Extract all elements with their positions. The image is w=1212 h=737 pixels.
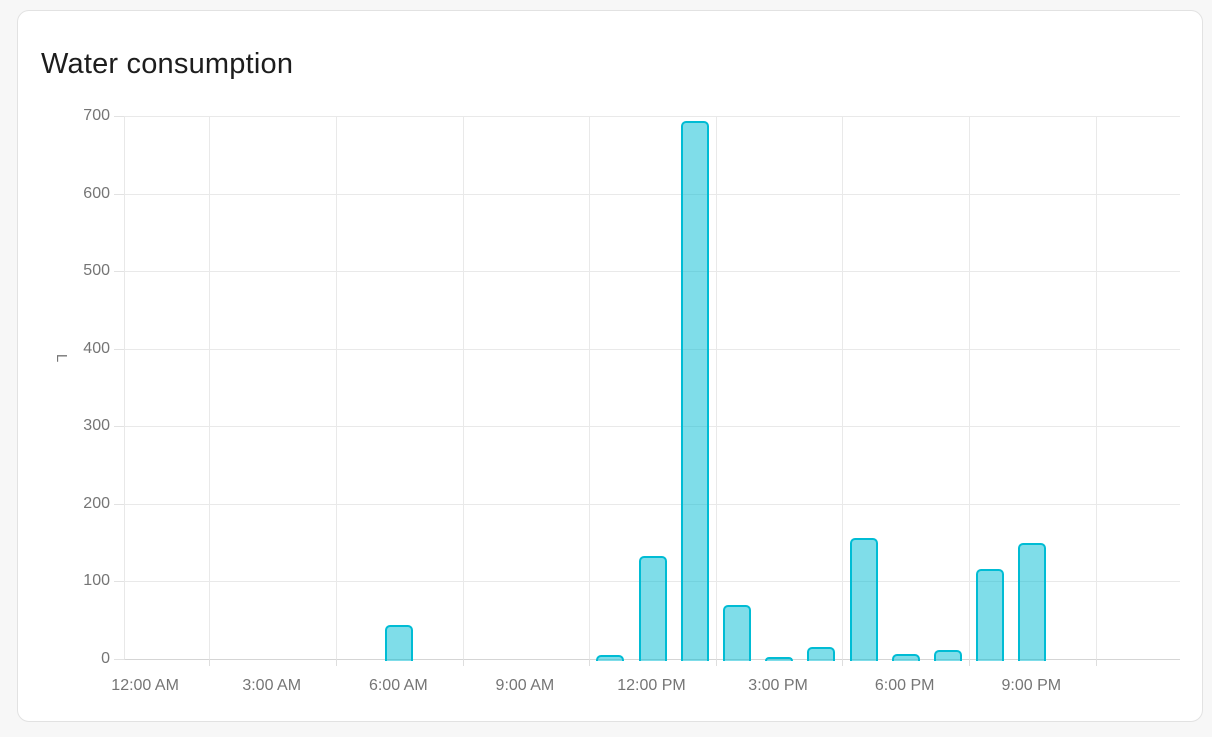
y-axis-tick	[114, 581, 124, 583]
y-tick-label: 400	[83, 339, 110, 357]
x-axis-tick	[589, 659, 591, 666]
y-tick-label: 700	[83, 107, 110, 124]
x-tick-label: 6:00 AM	[368, 677, 428, 694]
y-tick-label: 100	[83, 572, 110, 590]
x-axis-tick	[209, 659, 211, 666]
bar-4-pm[interactable]	[807, 647, 836, 661]
horizontal-gridline	[125, 348, 1180, 350]
y-axis-labels: 0 100 200 300 400 500 600 700	[18, 107, 110, 667]
water-consumption-card: Water consumption L 0 100 200 300 400 500 600 7…	[17, 10, 1203, 722]
horizontal-gridline	[125, 503, 1180, 505]
bar-11-am[interactable]	[596, 655, 625, 661]
x-tick-label: 9:00 AM	[495, 677, 555, 694]
vertical-gridline	[462, 116, 464, 659]
x-axis-tick	[462, 659, 464, 666]
y-axis-tick	[114, 426, 124, 428]
y-axis-tick	[114, 503, 124, 505]
vertical-gridline	[715, 116, 717, 659]
bar-5-pm[interactable]	[849, 538, 878, 661]
vertical-gridline	[1095, 116, 1097, 659]
bar-2-pm[interactable]	[722, 604, 751, 661]
horizontal-gridline	[125, 426, 1180, 428]
y-tick-label: 600	[83, 184, 110, 202]
plot-area	[114, 116, 1180, 666]
horizontal-gridline	[125, 193, 1180, 195]
bar-7-pm[interactable]	[933, 650, 962, 661]
x-tick-label: 6:00 PM	[874, 677, 935, 694]
bar-3-pm[interactable]	[765, 657, 794, 661]
horizontal-gridline	[125, 116, 1180, 117]
bar-12-pm[interactable]	[638, 555, 667, 661]
x-axis-tick	[715, 659, 717, 666]
x-axis-tick	[969, 659, 970, 666]
x-axis-tick	[336, 659, 337, 666]
x-axis-tick	[842, 659, 844, 666]
y-tick-label: 200	[83, 494, 110, 512]
x-tick-label: 12:00 AM	[111, 677, 179, 694]
vertical-gridline	[969, 116, 970, 659]
x-tick-label: 3:00 PM	[748, 677, 808, 694]
y-axis-tick	[114, 116, 124, 117]
x-tick-label: 3:00 AM	[242, 677, 302, 694]
y-tick-label: 0	[101, 650, 110, 667]
bar-9-pm[interactable]	[1018, 543, 1047, 661]
x-axis-tick	[1095, 659, 1097, 666]
y-tick-label: 300	[83, 417, 110, 435]
y-axis-tick	[114, 271, 124, 273]
bar-1-pm[interactable]	[680, 121, 709, 661]
y-tick-label: 500	[83, 262, 110, 280]
x-axis-labels: 12:00 AM 3:00 AM 6:00 AM 9:00 AM 12:00 PM 3:0…	[111, 676, 1179, 698]
horizontal-gridline	[125, 271, 1180, 273]
vertical-gridline	[209, 116, 211, 659]
vertical-gridline	[842, 116, 844, 659]
bar-8-pm[interactable]	[976, 569, 1005, 661]
y-axis-tick	[114, 348, 124, 350]
y-axis-tick	[114, 659, 124, 660]
vertical-gridline	[336, 116, 337, 659]
x-tick-label: 9:00 PM	[1001, 677, 1062, 694]
x-tick-label: 12:00 PM	[617, 677, 686, 694]
bar-6-am[interactable]	[385, 624, 414, 661]
y-axis-tick	[114, 193, 124, 195]
vertical-gridline	[589, 116, 591, 659]
card-title: Water consumption	[41, 48, 294, 80]
bar-6-pm[interactable]	[891, 653, 920, 661]
